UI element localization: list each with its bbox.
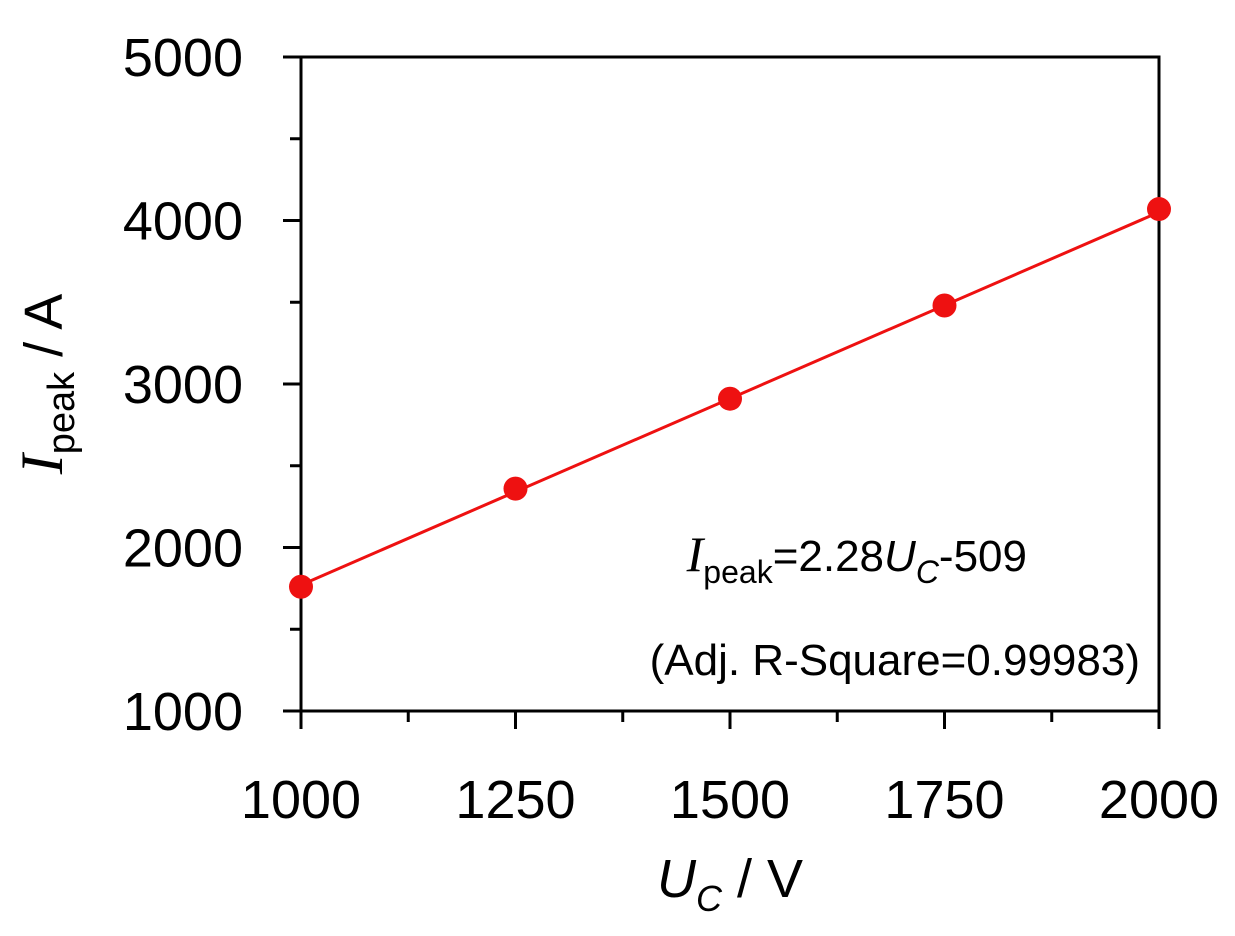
y-tick-label: 3000 — [123, 355, 243, 415]
data-point — [503, 476, 528, 501]
data-point — [1147, 197, 1171, 222]
x-axis-title: UC / V — [657, 849, 803, 919]
x-axis-ticks — [299, 711, 1161, 729]
data-point — [932, 293, 957, 318]
x-axis-tick-labels: 1000 1250 1500 1750 2000 — [241, 770, 1219, 830]
x-tick-label: 1750 — [884, 770, 1004, 830]
data-point — [718, 386, 742, 411]
y-axis-tick-labels: 1000 2000 3000 4000 5000 — [123, 28, 243, 742]
x-tick-label: 1000 — [241, 770, 361, 830]
data-points — [289, 197, 1171, 599]
y-tick-label: 1000 — [123, 682, 243, 742]
y-tick-label: 2000 — [123, 519, 243, 579]
plot-frame — [299, 55, 1161, 713]
y-axis-ticks — [283, 55, 301, 713]
x-tick-label: 1250 — [455, 770, 575, 830]
fit-r-square: (Adj. R-Square=0.99983) — [650, 636, 1140, 685]
data-point — [289, 574, 313, 599]
y-tick-label: 4000 — [123, 192, 243, 252]
x-tick-label: 2000 — [1099, 770, 1219, 830]
x-tick-label: 1500 — [670, 770, 790, 830]
fit-equation: Ipeak=2.28UC-509 — [686, 526, 1027, 590]
y-tick-label: 5000 — [123, 28, 243, 88]
y-axis-title: Ipeak / A — [9, 294, 83, 475]
